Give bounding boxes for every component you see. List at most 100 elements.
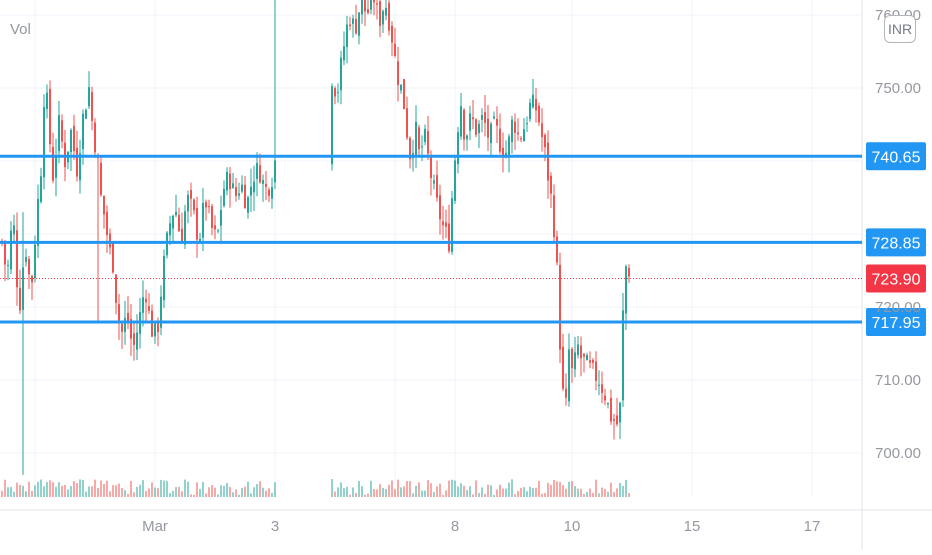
volume-bar xyxy=(586,491,588,497)
candle-body xyxy=(76,147,78,177)
volume-bar xyxy=(469,486,471,497)
volume-bar xyxy=(514,494,516,497)
candle-body xyxy=(592,359,594,363)
candle-body xyxy=(235,187,237,196)
candle-body xyxy=(418,127,420,150)
volume-bar xyxy=(13,491,15,497)
volume-bar xyxy=(463,485,465,497)
volume-bar xyxy=(133,492,135,497)
candle-body xyxy=(232,183,234,188)
volume-bar xyxy=(238,494,240,497)
candle-body xyxy=(451,198,453,252)
volume-bar xyxy=(262,487,264,497)
candle-body xyxy=(172,215,174,229)
volume-bar xyxy=(553,479,555,497)
candle-body xyxy=(202,202,204,238)
volume-bar xyxy=(205,493,207,497)
volume-bar xyxy=(4,479,6,497)
volume-bar xyxy=(592,492,594,497)
volume-bar xyxy=(109,491,111,497)
candle-body xyxy=(415,121,417,156)
candle-body xyxy=(577,344,579,356)
candle-body xyxy=(229,173,231,190)
currency-badge[interactable]: INR xyxy=(884,15,916,43)
volume-bar xyxy=(421,490,423,497)
volume-bar xyxy=(490,485,492,497)
volume-bar xyxy=(106,480,108,497)
candle-body xyxy=(496,118,498,126)
volume-bar xyxy=(436,486,438,497)
volume-bar xyxy=(175,487,177,497)
volume-bar xyxy=(139,484,141,497)
candle-body xyxy=(106,211,108,236)
volume-bar xyxy=(478,493,480,497)
candle-body xyxy=(529,102,531,120)
volume-bar xyxy=(64,484,66,497)
candle-body xyxy=(31,275,33,283)
price-label-background xyxy=(866,142,926,171)
volume-bar xyxy=(355,493,357,497)
candle-body xyxy=(121,323,123,332)
volume-bar xyxy=(583,493,585,497)
candle-body xyxy=(400,84,402,91)
volume-bar xyxy=(112,485,114,497)
volume-bar xyxy=(589,488,591,497)
candle-body xyxy=(157,321,159,333)
volume-bar xyxy=(268,488,270,497)
candle-body xyxy=(568,349,570,402)
volume-bar xyxy=(538,480,540,497)
candle-body xyxy=(481,114,483,120)
volume-bar xyxy=(226,482,228,497)
candle-body xyxy=(445,222,447,227)
volume-bar xyxy=(343,488,345,497)
volume-bar xyxy=(442,494,444,497)
candle-body xyxy=(220,209,222,226)
volume-bar xyxy=(274,482,276,497)
candle-body xyxy=(628,268,630,277)
volume-bar xyxy=(118,483,120,497)
volume-bar xyxy=(415,485,417,497)
volume-bar xyxy=(382,487,384,497)
candle-body xyxy=(91,92,93,121)
candle-body xyxy=(109,233,111,248)
volume-bar xyxy=(103,483,105,497)
volume-bar xyxy=(613,492,615,497)
candle-body xyxy=(70,129,72,153)
candle-body xyxy=(253,181,255,193)
candle-body xyxy=(136,332,138,350)
candle-body xyxy=(580,345,582,359)
volume-bar xyxy=(124,490,126,497)
volume-bar xyxy=(505,488,507,497)
candle-body xyxy=(565,388,567,398)
candle-body xyxy=(37,198,39,246)
volume-bar xyxy=(529,486,531,497)
candle-body xyxy=(331,86,333,165)
candle-body xyxy=(478,123,480,134)
candle-body xyxy=(463,109,465,140)
volume-bar xyxy=(61,485,63,497)
volume-bar xyxy=(115,485,117,497)
volume-bar xyxy=(403,486,405,497)
volume-bar xyxy=(1,490,3,497)
volume-bar xyxy=(487,484,489,497)
candle-body xyxy=(163,255,165,301)
candle-body xyxy=(544,134,546,148)
volume-bar xyxy=(58,482,60,497)
volume-bar xyxy=(397,479,399,497)
volume-bar xyxy=(472,494,474,497)
volume-bar xyxy=(172,490,174,497)
candle-body xyxy=(523,129,525,142)
volume-bar xyxy=(190,494,192,497)
candle-body xyxy=(583,353,585,357)
volume-bar xyxy=(556,481,558,497)
candle-body xyxy=(271,187,273,199)
candle-body xyxy=(184,211,186,245)
candle-body xyxy=(178,214,180,232)
volume-bar xyxy=(400,487,402,497)
volume-bar xyxy=(559,481,561,497)
candle-body xyxy=(238,193,240,196)
volume-bar xyxy=(391,480,393,497)
volume-bar xyxy=(235,489,237,497)
